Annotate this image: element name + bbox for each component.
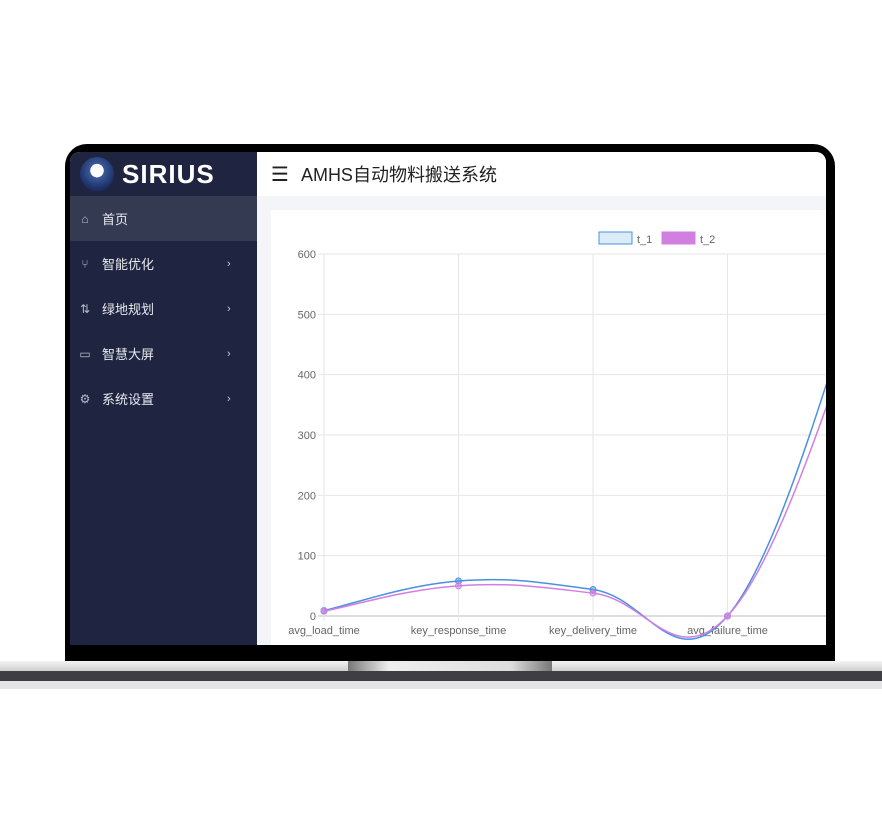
y-tick-label: 400 <box>298 370 316 382</box>
page-title: AMHS自动物料搬送系统 <box>300 165 497 185</box>
y-tick-label: 500 <box>298 309 316 321</box>
app-screen: SIRIUS ⌂ 首页 ⑂ 智能优化 › ⇅ 绿地规划 › ▭ 智慧大屏 › ⚙… <box>70 152 826 645</box>
gear-icon: ⚙ <box>79 391 91 406</box>
main-content: 0 100 200 300 400 500 600 avg_load_time key_resp… <box>257 196 826 645</box>
sidebar-item-home[interactable]: ⌂ 首页 <box>70 196 257 241</box>
logo[interactable]: SIRIUS <box>70 152 257 196</box>
y-tick-label: 100 <box>298 551 316 563</box>
laptop-notch <box>348 661 552 671</box>
series-line-t_2 <box>323 405 826 638</box>
data-point-t_2 <box>320 607 328 615</box>
legend-label: t_1 <box>637 234 652 246</box>
sidebar-item-big-screen[interactable]: ▭ 智慧大屏 › <box>70 331 257 376</box>
sidebar-item-label: 智能优化 <box>102 257 155 272</box>
chevron-right-icon: › <box>227 347 231 360</box>
sidebar-item-smart-optimize[interactable]: ⑂ 智能优化 › <box>70 241 257 286</box>
legend-label: t_2 <box>700 234 715 246</box>
sidebar-item-greenfield[interactable]: ⇅ 绿地规划 › <box>70 286 257 331</box>
sidebar: SIRIUS ⌂ 首页 ⑂ 智能优化 › ⇅ 绿地规划 › ▭ 智慧大屏 › ⚙… <box>70 152 257 645</box>
sidebar-item-label: 绿地规划 <box>102 302 155 317</box>
wolf-logo-icon <box>80 157 114 191</box>
data-point-t_2 <box>724 612 731 620</box>
series-line-t_1 <box>323 382 826 640</box>
sidebar-item-label: 系统设置 <box>102 392 155 407</box>
sidebar-item-settings[interactable]: ⚙ 系统设置 › <box>70 376 257 421</box>
y-tick-label: 600 <box>298 249 316 261</box>
legend-swatch-t_1 <box>598 231 633 245</box>
y-tick-label: 200 <box>298 490 316 502</box>
screen-icon: ▭ <box>79 346 91 361</box>
chevron-right-icon: › <box>227 392 231 405</box>
x-tick-label: key_delivery_time <box>549 625 637 637</box>
laptop-base-bottom <box>0 681 882 689</box>
x-tick-label: avg_load_time <box>288 625 360 637</box>
branch-icon: ⑂ <box>81 256 89 271</box>
hamburger-icon[interactable]: ☰ <box>271 163 289 186</box>
top-header: ☰ AMHS自动物料搬送系统 <box>257 152 826 196</box>
sidebar-item-label: 智慧大屏 <box>102 347 155 362</box>
y-tick-label: 300 <box>298 430 316 442</box>
pull-request-icon: ⇅ <box>79 301 91 316</box>
chart-card: 0 100 200 300 400 500 600 avg_load_time key_resp… <box>271 210 826 645</box>
sidebar-item-label: 首页 <box>102 212 129 227</box>
brand-name: SIRIUS <box>122 158 215 189</box>
data-point-t_2 <box>589 589 597 597</box>
x-tick-label: key_response_time <box>411 625 506 637</box>
legend-swatch-t_2 <box>661 231 696 245</box>
chevron-right-icon: › <box>227 257 231 270</box>
line-chart: 0 100 200 300 400 500 600 avg_load_time key_resp… <box>288 231 826 640</box>
y-tick-label: 0 <box>310 611 316 623</box>
data-point-t_2 <box>455 582 462 590</box>
laptop-base-shadow <box>0 671 882 681</box>
chevron-right-icon: › <box>227 302 231 315</box>
home-icon: ⌂ <box>81 211 89 226</box>
